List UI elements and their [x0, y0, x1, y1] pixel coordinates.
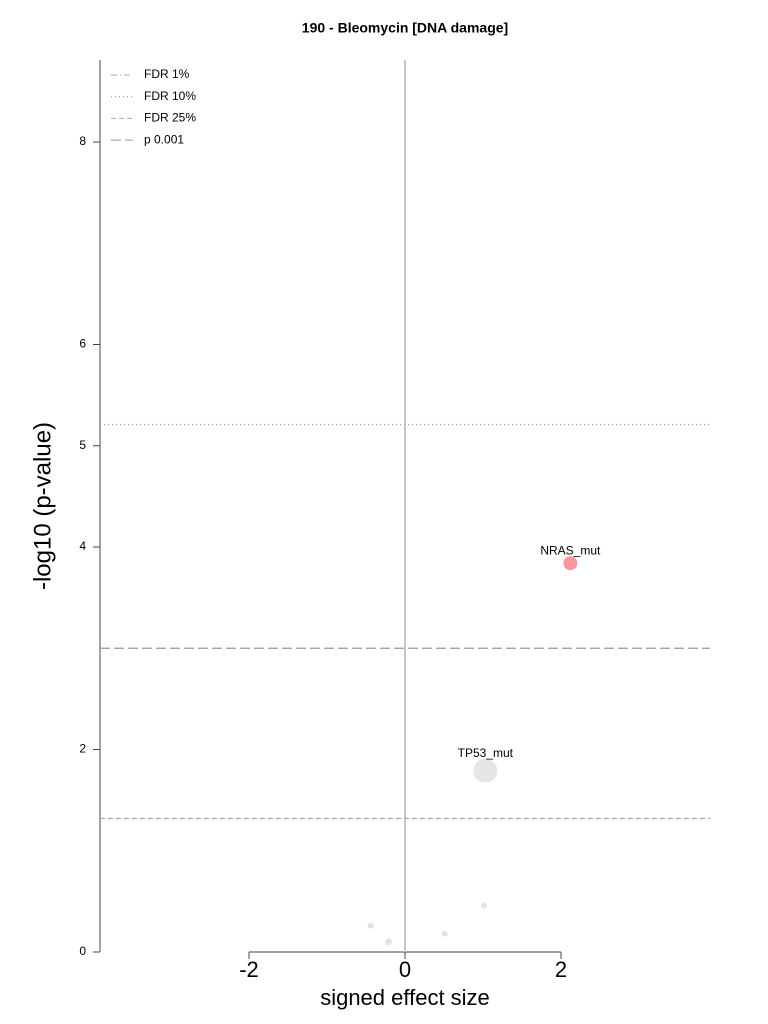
y-tick-label: 2	[79, 742, 86, 756]
y-tick-label: 6	[79, 337, 86, 351]
point	[473, 758, 498, 783]
legend-label: FDR 10%	[144, 89, 196, 103]
y-tick-label: 4	[79, 539, 86, 553]
point-label: NRAS_mut	[540, 543, 601, 557]
y-tick-label: 8	[79, 134, 86, 148]
y-axis-label: -log10 (p-value)	[29, 422, 56, 590]
x-tick-label: 0	[399, 957, 411, 982]
point	[480, 902, 487, 909]
point	[367, 922, 374, 929]
y-tick-label: 0	[79, 944, 86, 958]
y-tick-label: 5	[79, 438, 86, 452]
chart-title: 190 - Bleomycin [DNA damage]	[302, 20, 508, 36]
point-label: TP53_mut	[458, 746, 514, 760]
legend-label: p 0.001	[144, 132, 184, 146]
x-tick-label: 2	[555, 957, 567, 982]
legend-label: FDR 25%	[144, 111, 196, 125]
point	[563, 556, 578, 571]
legend-label: FDR 1%	[144, 67, 190, 81]
point	[385, 938, 393, 946]
x-axis-label: signed effect size	[320, 985, 490, 1010]
x-tick-label: -2	[239, 957, 259, 982]
point	[441, 930, 448, 937]
